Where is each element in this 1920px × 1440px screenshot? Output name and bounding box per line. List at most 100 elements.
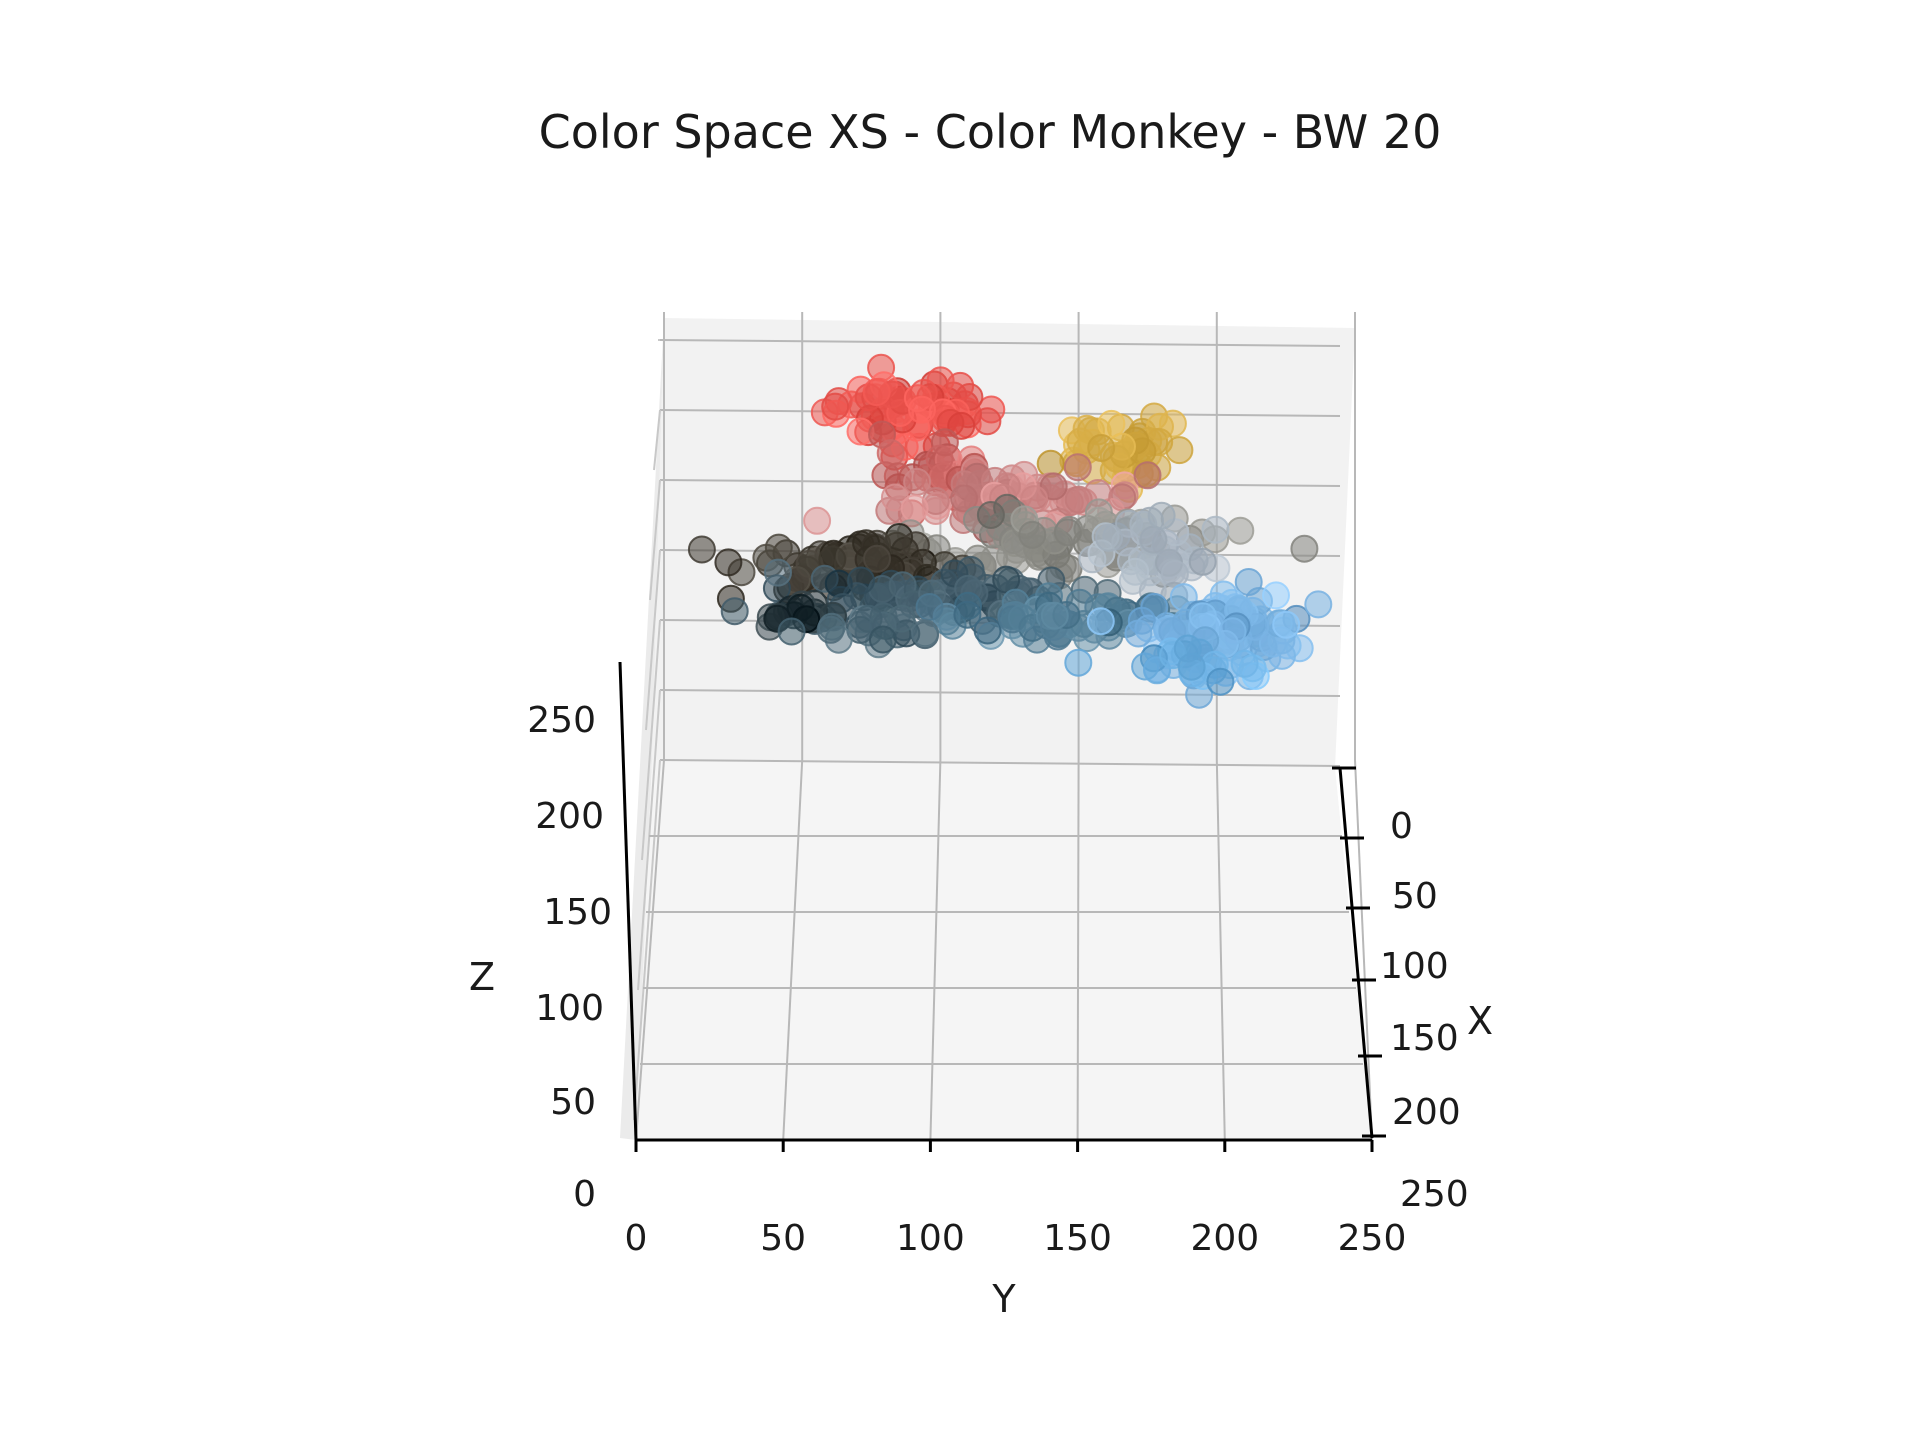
scatter-point — [980, 544, 1009, 573]
grid-line-z — [659, 339, 1341, 347]
scatter-point — [911, 619, 940, 648]
scatter-point — [821, 392, 850, 421]
scatter-point — [1040, 601, 1069, 630]
grid-line-floor — [635, 759, 665, 1141]
z-tick-label: 100 — [535, 988, 604, 1029]
scatter-point — [925, 444, 954, 473]
scatter-point — [1188, 547, 1217, 576]
grid-line-left — [637, 689, 661, 991]
scatter-point — [976, 501, 1005, 529]
grid-line-left — [645, 549, 661, 731]
scatter-point — [764, 558, 792, 587]
scatter-point — [1064, 648, 1093, 677]
grid-line-left — [653, 409, 661, 471]
scatter-point — [953, 600, 982, 629]
scatter-point — [1053, 518, 1082, 547]
scatter-point — [847, 566, 875, 595]
scatter-point — [1063, 453, 1092, 482]
scatter-point — [1095, 523, 1124, 552]
scatter-point — [786, 593, 815, 622]
scatter-point — [1087, 434, 1116, 462]
z-axis-label: Z — [469, 955, 495, 999]
scatter-point — [1272, 610, 1301, 639]
grid-line-floor — [929, 759, 942, 1141]
scatter-point — [1133, 461, 1162, 490]
z-axis-ticks: 0 50 100 150 200 250 — [527, 700, 612, 1215]
scatter-point — [900, 494, 929, 523]
z-tick-label: 150 — [543, 892, 612, 933]
grid-line-left — [633, 759, 661, 1121]
scatter-point — [803, 506, 832, 535]
x-tick-label: 200 — [1392, 1092, 1461, 1133]
scatter-point — [1188, 602, 1217, 631]
z-axis-line — [618, 661, 638, 1141]
grid-line-floor — [1215, 759, 1226, 1141]
scatter-point — [950, 484, 979, 513]
floor-pane — [636, 760, 1372, 1140]
scatter-point — [1226, 516, 1255, 545]
scatter-point — [1124, 619, 1153, 648]
z-tick-label: 50 — [550, 1082, 596, 1123]
y-tick-label: 0 — [625, 1218, 648, 1259]
data-points — [687, 353, 1333, 709]
scatter-point — [1097, 409, 1126, 438]
scatter-point — [863, 544, 891, 573]
y-tick-label: 250 — [1338, 1218, 1407, 1259]
y-tick-label: 50 — [760, 1218, 806, 1259]
grid-line-z — [659, 689, 1341, 697]
scatter-point — [1147, 501, 1176, 530]
scatter-point — [854, 604, 883, 633]
scatter-point — [817, 612, 846, 641]
scatter-point — [868, 625, 897, 654]
z-tick-label: 250 — [527, 700, 596, 741]
scatter-point — [901, 531, 930, 560]
scatter-point — [908, 395, 936, 424]
left-pane — [620, 318, 664, 1140]
x-tick-label: 100 — [1380, 946, 1449, 987]
y-tick-label: 150 — [1043, 1218, 1112, 1259]
x-tick-label: 150 — [1390, 1018, 1459, 1059]
scatter-point — [1177, 652, 1206, 681]
scatter-point — [915, 593, 944, 621]
x-tick-label: 0 — [1390, 806, 1413, 847]
chart-title: Color Space XS - Color Monkey - BW 20 — [539, 105, 1442, 159]
scatter-point — [1290, 534, 1319, 563]
scatter-point — [1206, 667, 1235, 696]
scatter-point — [973, 616, 1002, 645]
x-axis-line — [1338, 767, 1374, 1139]
scatter-point — [714, 548, 743, 577]
scatter-point — [1262, 581, 1290, 610]
scatter-point — [1165, 436, 1194, 465]
scatter-point — [1139, 525, 1168, 554]
grid-line-floor — [1076, 759, 1080, 1141]
scatter-point — [1121, 557, 1150, 586]
scatter-point — [973, 407, 1002, 436]
z-tick-label: 0 — [573, 1174, 596, 1215]
y-tick-label: 100 — [896, 1218, 965, 1259]
y-axis-label: Y — [991, 1277, 1016, 1321]
grid-line-left — [649, 479, 661, 601]
scatter-point — [1218, 617, 1247, 646]
scatter-point — [1201, 515, 1230, 544]
y-tick-label: 200 — [1190, 1218, 1259, 1259]
scatter-point — [1018, 520, 1047, 549]
x-tick-label: 50 — [1392, 876, 1438, 917]
grid-line-left — [641, 619, 661, 861]
scatter-point — [1230, 649, 1259, 678]
scatter-point — [887, 604, 916, 633]
grid-line-floor — [1354, 759, 1373, 1141]
scatter-point — [1039, 472, 1068, 501]
grid-line-floor — [782, 759, 804, 1141]
scatter-point — [777, 617, 806, 646]
scatter-point — [876, 439, 905, 468]
scatter-point — [862, 378, 891, 407]
z-tick-label: 200 — [535, 796, 604, 837]
scatter-point — [1007, 604, 1036, 632]
y-axis-ticks: 0 50 100 150 200 250 — [625, 1140, 1407, 1259]
x-axis-label: X — [1467, 999, 1493, 1043]
scatter-point — [1086, 607, 1115, 636]
x-axis-ticks: 0 50 100 150 200 250 — [1332, 766, 1469, 1215]
scatter-point — [1304, 590, 1333, 619]
x-tick-label: 250 — [1400, 1174, 1469, 1215]
